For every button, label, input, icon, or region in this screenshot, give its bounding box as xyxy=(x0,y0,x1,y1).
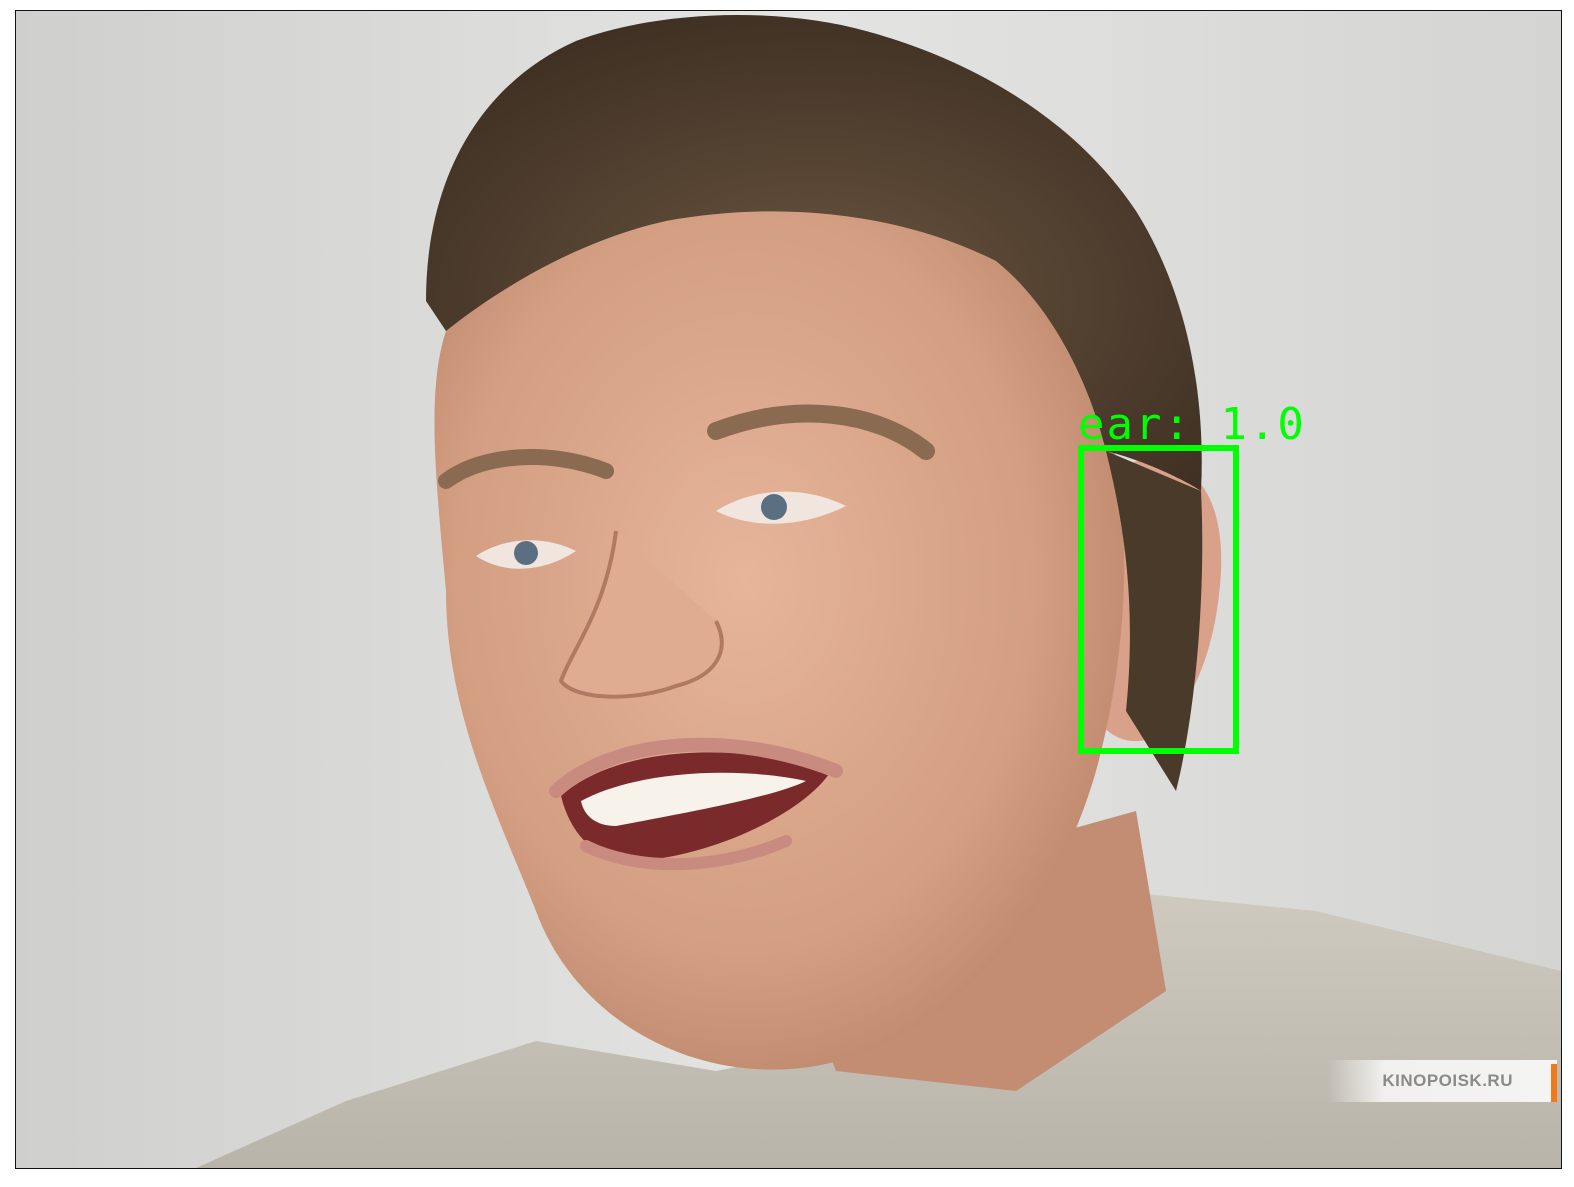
watermark-accent-bar xyxy=(1551,1064,1557,1102)
right-eyebrow xyxy=(707,404,935,460)
watermark: KINOPOISK.RU xyxy=(1327,1060,1557,1102)
portrait-photo xyxy=(16,11,1561,1168)
watermark-text: KINOPOISK.RU xyxy=(1382,1071,1513,1090)
shirt xyxy=(196,891,1561,1168)
ear-bounding-box xyxy=(1078,445,1239,754)
nose xyxy=(558,530,724,699)
hair xyxy=(426,14,1202,492)
left-eyebrow xyxy=(438,449,614,489)
photo-frame: ear: 1.0 KINOPOISK.RU xyxy=(15,10,1562,1169)
ear-detection-label: ear: 1.0 xyxy=(1078,399,1306,450)
